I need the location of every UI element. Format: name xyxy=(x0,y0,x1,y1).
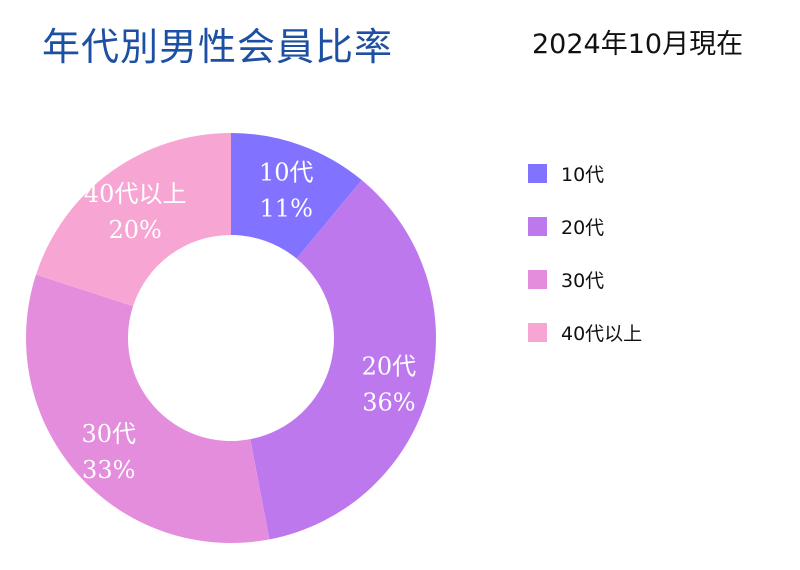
slice-label-1: 10代 11% xyxy=(259,159,314,223)
legend-label-3: 30代 xyxy=(561,270,605,292)
chart-legend: 10代 20代 30代 40代以上 xyxy=(528,160,642,372)
legend-swatch-2 xyxy=(528,217,547,236)
slice-label-2: 20代 36% xyxy=(362,353,417,417)
slice-label-4: 40代以上 20% xyxy=(84,180,187,244)
chart-title: 年代別男性会員比率 xyxy=(42,25,394,69)
legend-label-2: 20代 xyxy=(561,217,605,239)
donut-slice-3 xyxy=(25,274,270,543)
slice-label-3: 30代 33% xyxy=(81,420,136,484)
donut-slice-2 xyxy=(250,180,437,540)
legend-item-3: 30代 xyxy=(528,266,642,293)
legend-swatch-1 xyxy=(528,164,547,183)
donut-slice-4 xyxy=(36,133,231,307)
chart-date-subtitle: 2024年10月現在 xyxy=(532,29,744,60)
legend-label-4: 40代以上 xyxy=(561,323,643,345)
donut-slice-1 xyxy=(231,133,362,259)
legend-label-1: 10代 xyxy=(561,164,605,186)
legend-swatch-3 xyxy=(528,270,547,289)
legend-item-2: 20代 xyxy=(528,213,642,240)
legend-swatch-4 xyxy=(528,323,547,342)
legend-item-1: 10代 xyxy=(528,160,642,187)
legend-item-4: 40代以上 xyxy=(528,319,642,346)
